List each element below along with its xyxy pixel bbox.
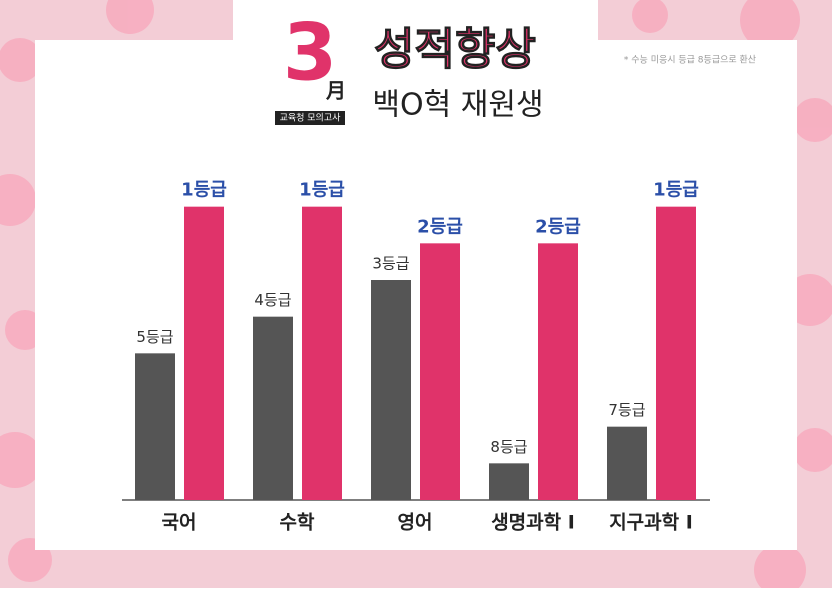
bar (420, 243, 460, 501)
bar (656, 206, 696, 500)
x-tick-label: 국어 (162, 512, 197, 534)
bar (538, 243, 578, 501)
value-label: 1등급 (653, 180, 699, 201)
panel-top (233, 0, 598, 45)
value-label: 3등급 (372, 255, 409, 273)
value-label: 1등급 (181, 180, 227, 201)
x-tick-label: 생명과학 I (491, 512, 575, 534)
value-label: 2등급 (535, 216, 581, 237)
value-label: 4등급 (254, 291, 291, 309)
bar (607, 426, 647, 500)
bar (489, 463, 529, 500)
value-label: 7등급 (608, 401, 645, 419)
value-label: 1등급 (299, 180, 345, 201)
x-tick-label: 지구과학 I (609, 512, 693, 534)
bar (184, 206, 224, 500)
bar (253, 316, 293, 500)
value-label: 8등급 (490, 438, 527, 456)
note: * 수능 미응시 등급 8등급으로 환산 (624, 54, 756, 66)
value-label: 5등급 (136, 328, 173, 346)
x-tick-label: 수학 (280, 512, 315, 534)
badge (275, 111, 345, 125)
chart-subtitle: 백O혁 재원생 (372, 88, 543, 123)
month-char: 月 (325, 79, 346, 103)
chart-title: 성적향상 (374, 24, 536, 75)
month-number: 3 (283, 8, 337, 98)
x-tick-label: 영어 (398, 512, 433, 534)
bar (302, 206, 342, 500)
value-label: 2등급 (417, 216, 463, 237)
bar (135, 353, 175, 500)
badge-text: 교육청 모의고사 (280, 113, 342, 124)
bar (371, 280, 411, 500)
